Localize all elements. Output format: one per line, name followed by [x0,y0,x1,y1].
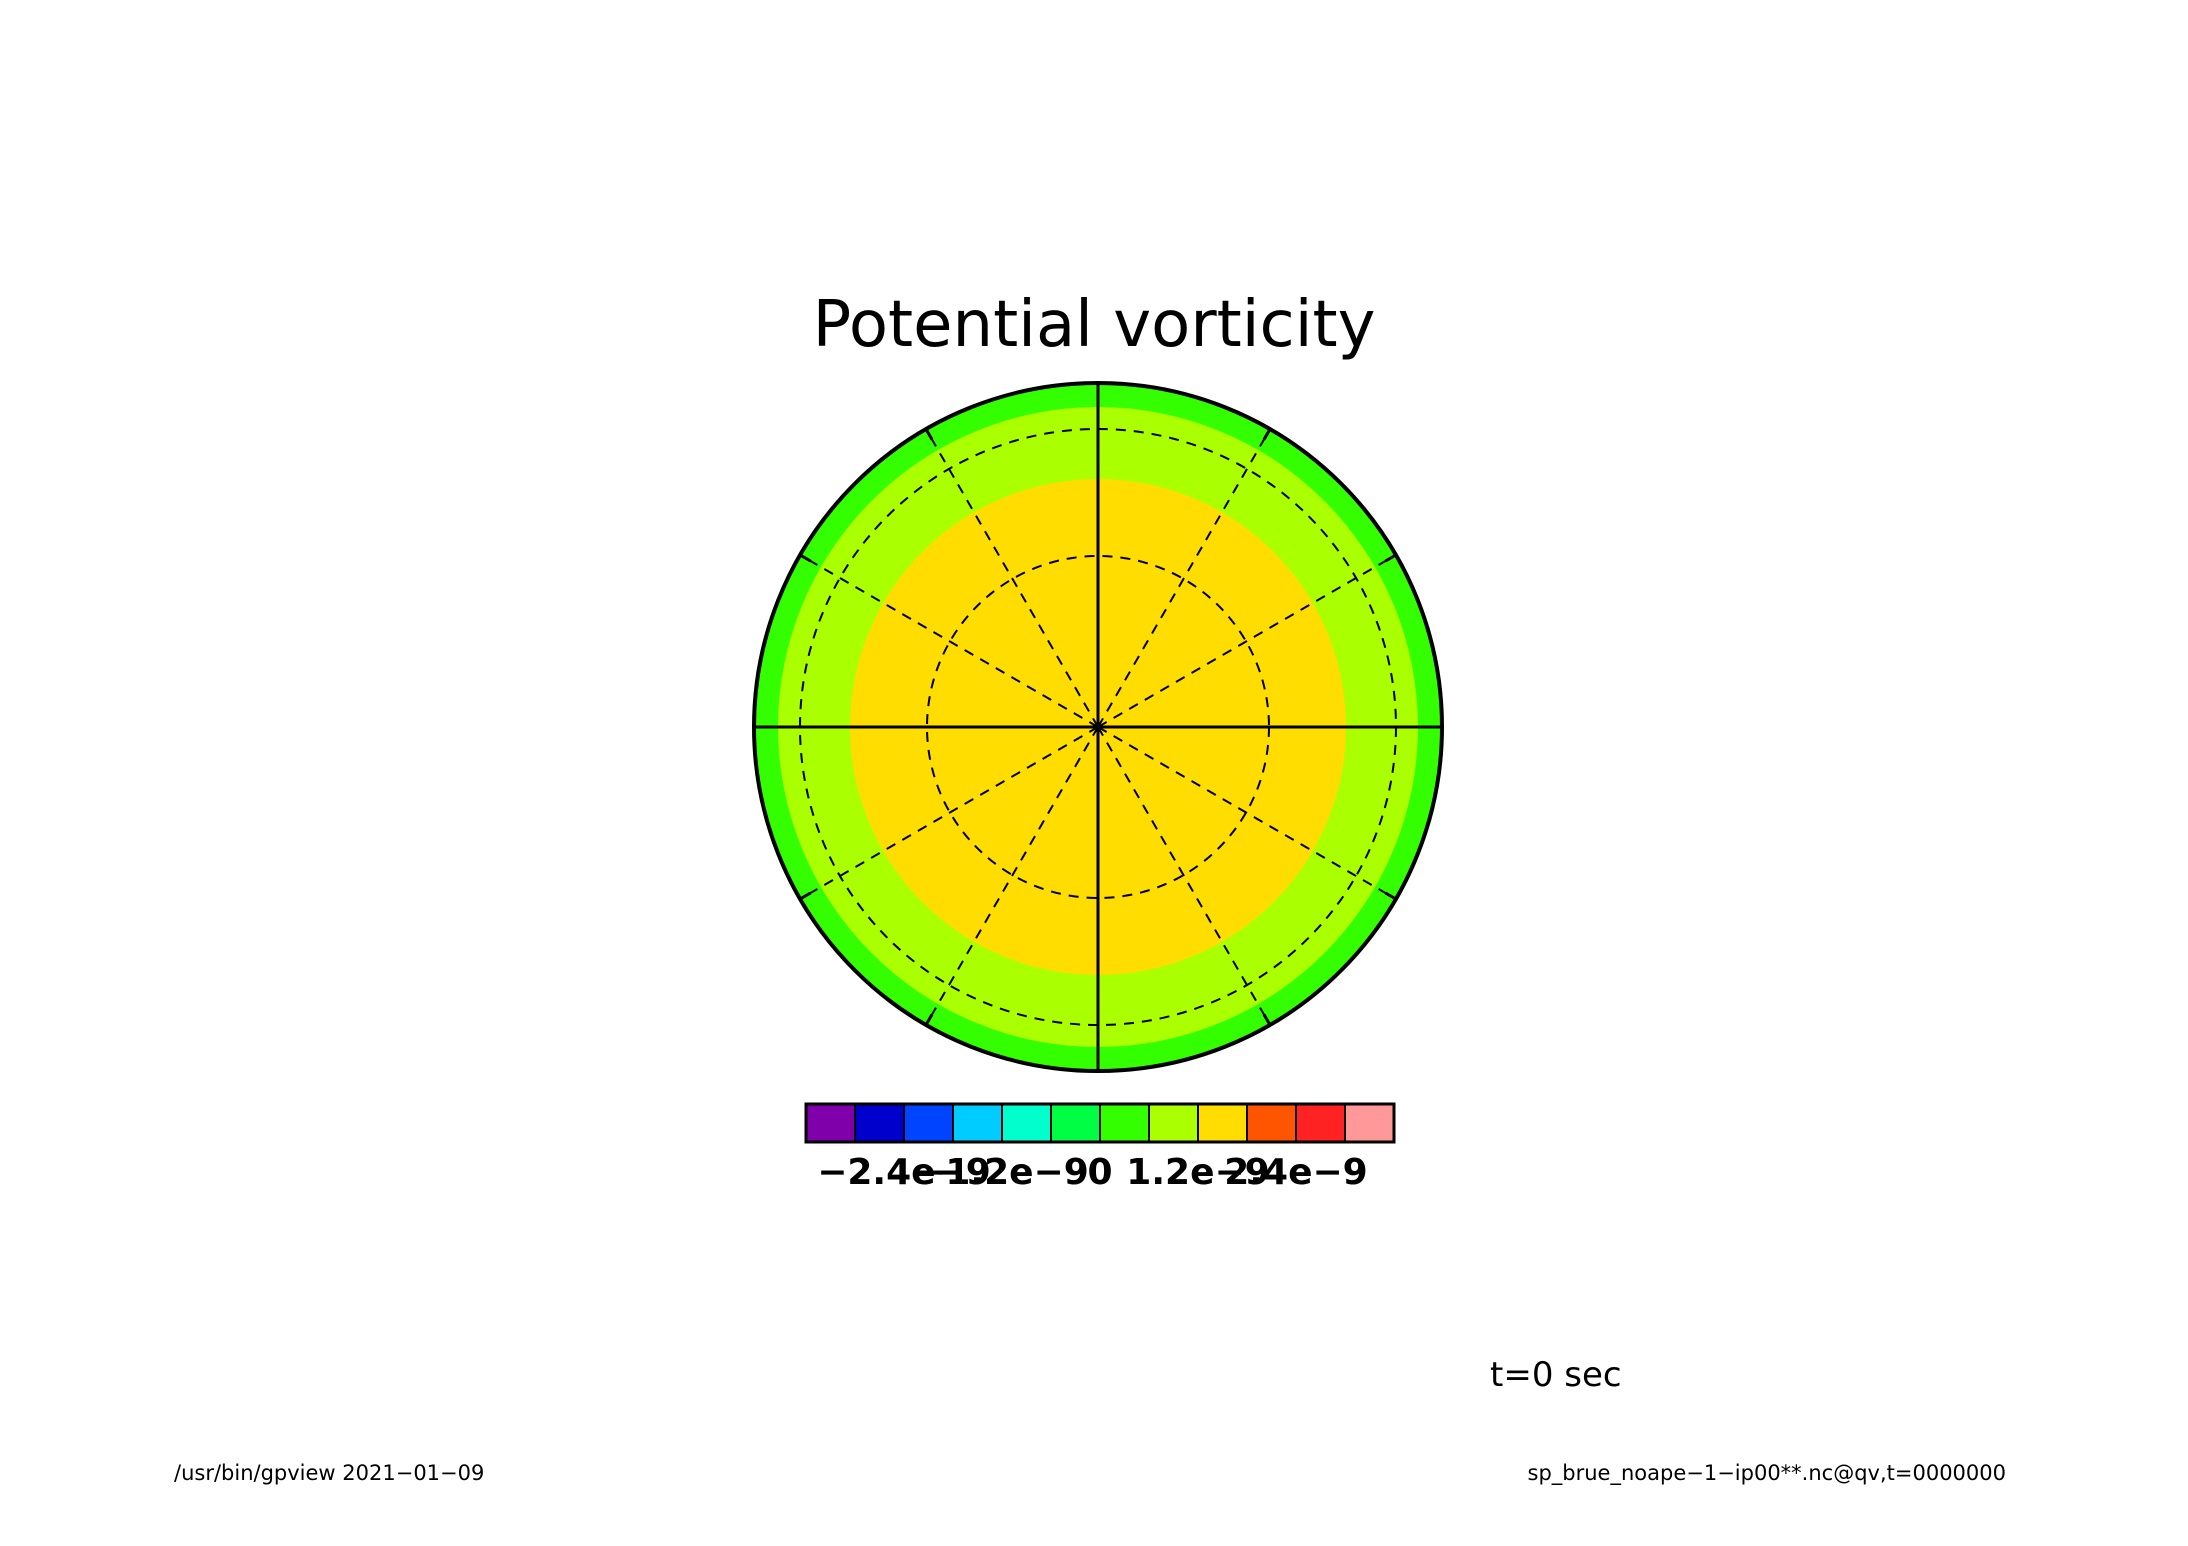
polar-plot [752,381,1444,1073]
colorbar-cell-5 [1001,1103,1052,1143]
rim-tick-60 [1262,1013,1272,1026]
colorbar-cell-8 [1148,1103,1199,1143]
rim-tick-330 [1384,553,1397,563]
rim-tick-120 [924,1013,934,1026]
rim-tick-210 [799,553,812,563]
meridian-300 [1097,428,1271,728]
rim-tick-300 [1262,428,1272,441]
colorbar-tick-label-1: −2.4e−9 [817,1152,991,1193]
colorbar-tick-label-3: 0 [1087,1152,1112,1193]
meridian-330 [1097,554,1397,728]
colorbar-cell-9 [1197,1103,1248,1143]
rim-tick-30 [1384,891,1397,901]
colorbar-cell-7 [1099,1103,1150,1143]
meridian-210 [799,554,1099,728]
meridian-60 [1097,726,1271,1026]
colorbar-cell-3 [903,1103,954,1143]
colorbar-frame [804,1102,1396,1144]
rim-tick-150 [799,891,812,901]
meridian-240 [925,428,1099,728]
grid-lines [754,383,1442,1071]
rim-tick-240 [924,428,934,441]
colorbar-cell-12 [1344,1103,1395,1143]
colorbar-cell-2 [854,1103,905,1143]
meridian-120 [925,726,1099,1026]
colorbar-tick-label-5: 2.4e−9 [1224,1152,1367,1193]
colorbar-tick-labels: −2.4e−9−1.2e−90 1.2e−92.4e−9 [817,1152,1367,1193]
plot-frame [752,381,1444,1073]
footer-program-date: /usr/bin/gpview 2021−01−09 [174,1461,484,1485]
colorbar-tick-label-2: −1.2e−9 [915,1152,1089,1193]
colorbar-tick-label-4: 1.2e−9 [1126,1152,1269,1193]
meridian-150 [799,726,1099,900]
colorbar-cells [804,1102,1396,1144]
colorbar-cell-10 [1246,1103,1297,1143]
colorbar-cell-4 [952,1103,1003,1143]
colorbar: −2.4e−9−1.2e−90 1.2e−92.4e−9 [804,1102,1396,1193]
colorbar-cell-6 [1050,1103,1101,1143]
meridian-30 [1097,726,1397,900]
colorbar-cell-1 [805,1103,856,1143]
time-annotation: t=0 sec [1490,1355,1622,1395]
footer-source: sp_brue_noape−1−ip00**.nc@qv,t=0000000 [1528,1461,2007,1486]
chart-title: Potential vorticity [813,288,1376,362]
colorbar-cell-11 [1295,1103,1346,1143]
